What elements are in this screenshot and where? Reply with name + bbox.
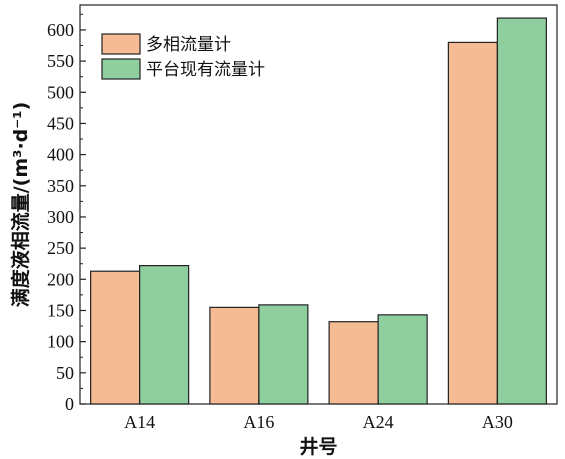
legend-swatch [101, 33, 141, 55]
x-tick-label: A30 [482, 412, 513, 432]
y-tick-label: 150 [47, 300, 74, 320]
x-tick-label: A16 [243, 412, 274, 432]
x-tick-label: A24 [363, 412, 394, 432]
bar [209, 306, 260, 405]
bar [377, 314, 428, 405]
y-tick-label: 500 [47, 82, 74, 102]
y-tick-label: 350 [47, 176, 74, 196]
legend-swatch [101, 58, 141, 80]
y-tick-label: 400 [47, 145, 74, 165]
y-tick-label: 100 [47, 332, 74, 352]
x-tick-label: A14 [124, 412, 155, 432]
x-axis: A14 A16 A24 A30 [124, 399, 513, 432]
y-tick-label: 250 [47, 238, 74, 258]
x-axis-title: 井号 [299, 436, 337, 458]
y-tick-label: 50 [56, 363, 74, 383]
plot-frame [79, 4, 558, 405]
bars-group [90, 17, 547, 405]
bar [447, 41, 498, 405]
y-tick-label: 450 [47, 113, 74, 133]
y-tick-label: 600 [47, 20, 74, 40]
bar [139, 264, 190, 405]
legend-label: 平台现有流量计 [146, 60, 265, 80]
y-tick-label: 0 [65, 394, 74, 414]
y-tick-label: 200 [47, 269, 74, 289]
bar [496, 17, 547, 405]
y-tick-label: 300 [47, 207, 74, 227]
plot-area [79, 4, 558, 405]
y-axis: 0 50 100 150 200 250 300 350 400 450 500 550 600 [47, 13, 86, 414]
y-axis-title: 满度液相流量/(m³·d⁻¹) [9, 102, 32, 308]
y-tick-label: 550 [47, 51, 74, 71]
bar [328, 321, 379, 405]
bar [90, 270, 141, 405]
bar [258, 304, 309, 405]
legend-label: 多相流量计 [146, 35, 231, 55]
